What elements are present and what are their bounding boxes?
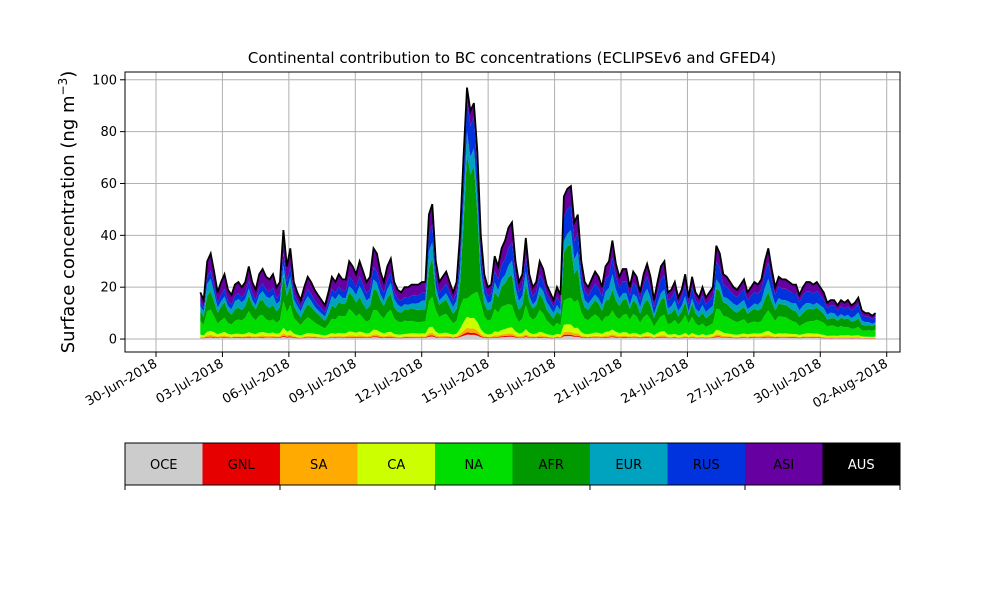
area-rus [200, 98, 876, 324]
y-axis-label: Surface concentration (ng m−3) [56, 71, 79, 354]
x-tick-label: 24-Jul-2018 [619, 356, 692, 407]
colorbar-label-afr: AFR [539, 458, 564, 473]
y-tick-label: 40 [100, 229, 117, 244]
x-tick-label: 15-Jul-2018 [419, 356, 492, 407]
plot-frame [124, 71, 901, 353]
colorbar-segment-sa [280, 443, 358, 485]
total-line [199, 87, 877, 317]
colorbar-label-eur: EUR [615, 458, 642, 473]
area-oce [200, 334, 876, 339]
colorbar: OCE GNL SA CA NA AFR EUR RUS ASI AUS [124, 442, 901, 490]
colorbar-label-rus: RUS [693, 458, 720, 473]
y-tick-label: 0 [109, 333, 117, 348]
x-tick-label: 27-Jul-2018 [685, 356, 758, 407]
colorbar-segment-eur [590, 443, 668, 485]
y-tick-label: 100 [92, 73, 117, 88]
chart-title: Continental contribution to BC concentra… [248, 49, 776, 67]
colorbar-frame [124, 442, 901, 486]
y-axis-label-superscript: −3 [56, 78, 70, 96]
y-tick-label: 80 [100, 125, 117, 140]
x-tick-label: 03-Jul-2018 [154, 356, 227, 407]
colorbar-segment-aus [822, 443, 900, 485]
area-gnl [200, 332, 876, 339]
colorbar-segment-asi [745, 443, 823, 485]
plot-area: 30-Jun-201803-Jul-201806-Jul-201809-Jul-… [83, 71, 901, 412]
x-tick-label: 30-Jun-2018 [83, 356, 160, 409]
colorbar-label-sa: SA [310, 458, 327, 473]
area-ca [200, 316, 876, 338]
x-tick-label: 12-Jul-2018 [353, 356, 426, 407]
colorbar-label-oce: OCE [150, 458, 178, 473]
area-sa [200, 327, 876, 339]
colorbar-segment-ca [357, 443, 435, 485]
x-tick-label: 09-Jul-2018 [286, 356, 359, 407]
colorbar-label-aus: AUS [848, 458, 875, 473]
colorbar-segment-na [435, 443, 513, 485]
colorbar-label-na: NA [464, 458, 483, 473]
colorbar-segment-afr [512, 443, 590, 485]
colorbar-label-asi: ASI [773, 458, 794, 473]
x-tick-label: 02-Aug-2018 [810, 356, 890, 411]
colorbar-label-ca: CA [387, 458, 405, 473]
y-tick-label: 60 [100, 177, 117, 192]
colorbar-segment-rus [667, 443, 745, 485]
colorbar-label-gnl: GNL [228, 458, 256, 473]
x-tick-label: 21-Jul-2018 [552, 356, 625, 407]
x-tick-label: 06-Jul-2018 [220, 356, 293, 407]
x-tick-label: 18-Jul-2018 [486, 356, 559, 407]
area-eur [200, 131, 876, 326]
colorbar-segment-oce [125, 443, 203, 485]
area-afr [200, 154, 876, 331]
area-na [200, 291, 876, 337]
y-tick-label: 20 [100, 281, 117, 296]
colorbar-segment-gnl [202, 443, 280, 485]
